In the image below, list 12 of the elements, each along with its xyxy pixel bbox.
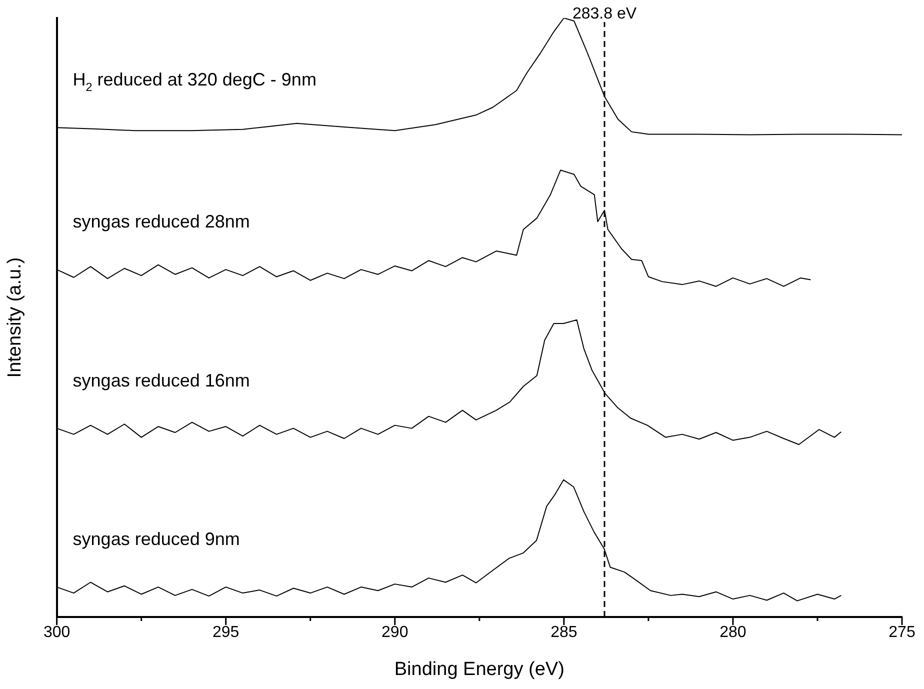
x-axis-title: Binding Energy (eV)	[394, 658, 564, 680]
ref-line-label: 283.8 eV	[572, 5, 637, 22]
text: syngas reduced 9nm	[72, 529, 240, 550]
x-tick-label: 290	[382, 624, 408, 642]
text: syngas reduced 16nm	[72, 370, 250, 390]
y-axis-title: Intensity (a.u.)	[4, 257, 26, 378]
x-tick-label: 285	[550, 624, 578, 642]
x-tick-label: 300	[43, 624, 70, 642]
x-tick-label: 280	[720, 624, 746, 642]
x-tick-label: 275	[888, 624, 916, 642]
x-tick-label: 295	[212, 624, 240, 642]
text: syngas reduced 28nm	[72, 212, 250, 232]
